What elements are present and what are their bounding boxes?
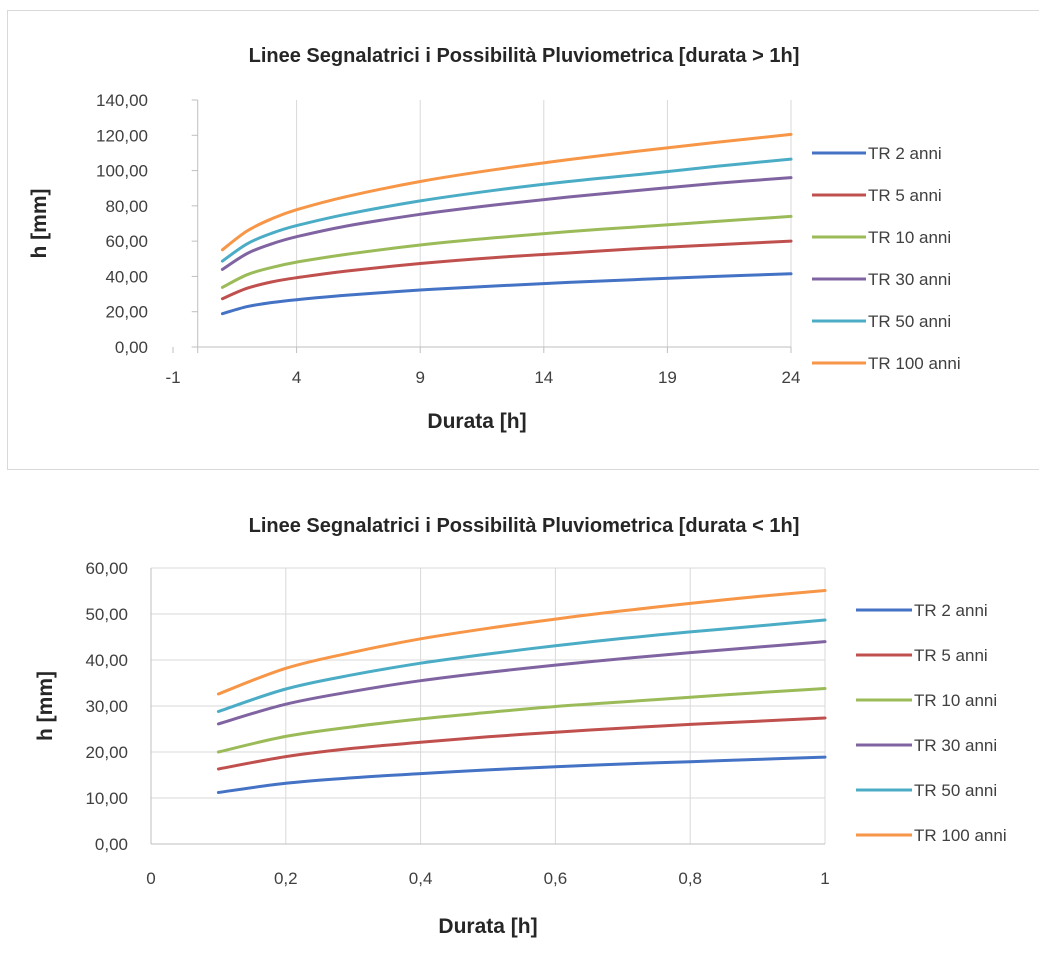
legend-label: TR 30 anni [914, 736, 997, 755]
y-tick-label: 140,00 [96, 91, 148, 110]
x-tick-label: 1 [820, 869, 829, 888]
chart-title: Linee Segnalatrici i Possibilità Pluviom… [249, 45, 800, 67]
series-line-6 [220, 132, 793, 252]
y-tick-label: 20,00 [85, 743, 128, 762]
x-tick-label: 9 [415, 368, 424, 387]
chart-panel-short-duration: Linee Segnalatrici i Possibilità Pluviom… [0, 478, 1039, 956]
legend-label: TR 50 anni [914, 781, 997, 800]
series-line-5 [220, 157, 793, 263]
line-chart-2: Linee Segnalatrici i Possibilità Pluviom… [34, 515, 1007, 938]
x-axis-title: Durata [h] [427, 410, 526, 433]
y-axis-title: h [mm] [34, 671, 57, 741]
series-line-3 [216, 687, 827, 754]
legend-label: TR 5 anni [868, 186, 942, 205]
y-tick-label: 80,00 [105, 197, 148, 216]
legend-label: TR 2 anni [914, 601, 988, 620]
y-tick-label: 60,00 [105, 232, 148, 251]
x-tick-label: 0,6 [544, 869, 568, 888]
x-tick-label: 0,4 [409, 869, 433, 888]
series-line-2 [216, 716, 827, 771]
y-tick-label: 40,00 [105, 267, 148, 286]
x-axis-title: Durata [h] [438, 915, 537, 938]
y-tick-label: 30,00 [85, 697, 128, 716]
x-tick-label: 0,8 [678, 869, 702, 888]
x-tick-label: 19 [658, 368, 677, 387]
y-tick-label: 20,00 [105, 303, 148, 322]
legend-label: TR 100 anni [914, 826, 1007, 845]
legend-label: TR 100 anni [868, 354, 961, 373]
y-tick-label: 100,00 [96, 162, 148, 181]
legend-label: TR 10 anni [914, 691, 997, 710]
series-line-1 [216, 755, 827, 794]
y-tick-label: 120,00 [96, 126, 148, 145]
series-line-1 [220, 272, 793, 316]
x-tick-label: 0 [146, 869, 155, 888]
chart-title: Linee Segnalatrici i Possibilità Pluviom… [249, 515, 800, 537]
series-line-4 [220, 176, 793, 271]
x-tick-label: 0,2 [274, 869, 298, 888]
x-tick-label: 24 [782, 368, 801, 387]
series-line-6 [216, 589, 827, 696]
series-line-2 [220, 239, 793, 301]
x-tick-label: -1 [165, 368, 180, 387]
legend-label: TR 10 anni [868, 228, 951, 247]
y-tick-label: 10,00 [85, 789, 128, 808]
y-tick-label: 60,00 [85, 559, 128, 578]
y-axis-title: h [mm] [28, 189, 51, 259]
x-tick-label: 14 [534, 368, 553, 387]
y-tick-label: 0,00 [95, 835, 128, 854]
legend-label: TR 2 anni [868, 144, 942, 163]
series-line-3 [220, 214, 793, 289]
legend-label: TR 30 anni [868, 270, 951, 289]
y-tick-label: 50,00 [85, 605, 128, 624]
line-chart-1: Linee Segnalatrici i Possibilità Pluviom… [28, 45, 961, 433]
series-line-5 [216, 618, 827, 713]
legend-label: TR 5 anni [914, 646, 988, 665]
y-tick-label: 0,00 [115, 338, 148, 357]
chart-panel-long-duration: Linee Segnalatrici i Possibilità Pluviom… [0, 0, 1039, 470]
y-tick-label: 40,00 [85, 651, 128, 670]
legend-label: TR 50 anni [868, 312, 951, 331]
x-tick-label: 4 [292, 368, 301, 387]
series-line-4 [216, 640, 827, 726]
